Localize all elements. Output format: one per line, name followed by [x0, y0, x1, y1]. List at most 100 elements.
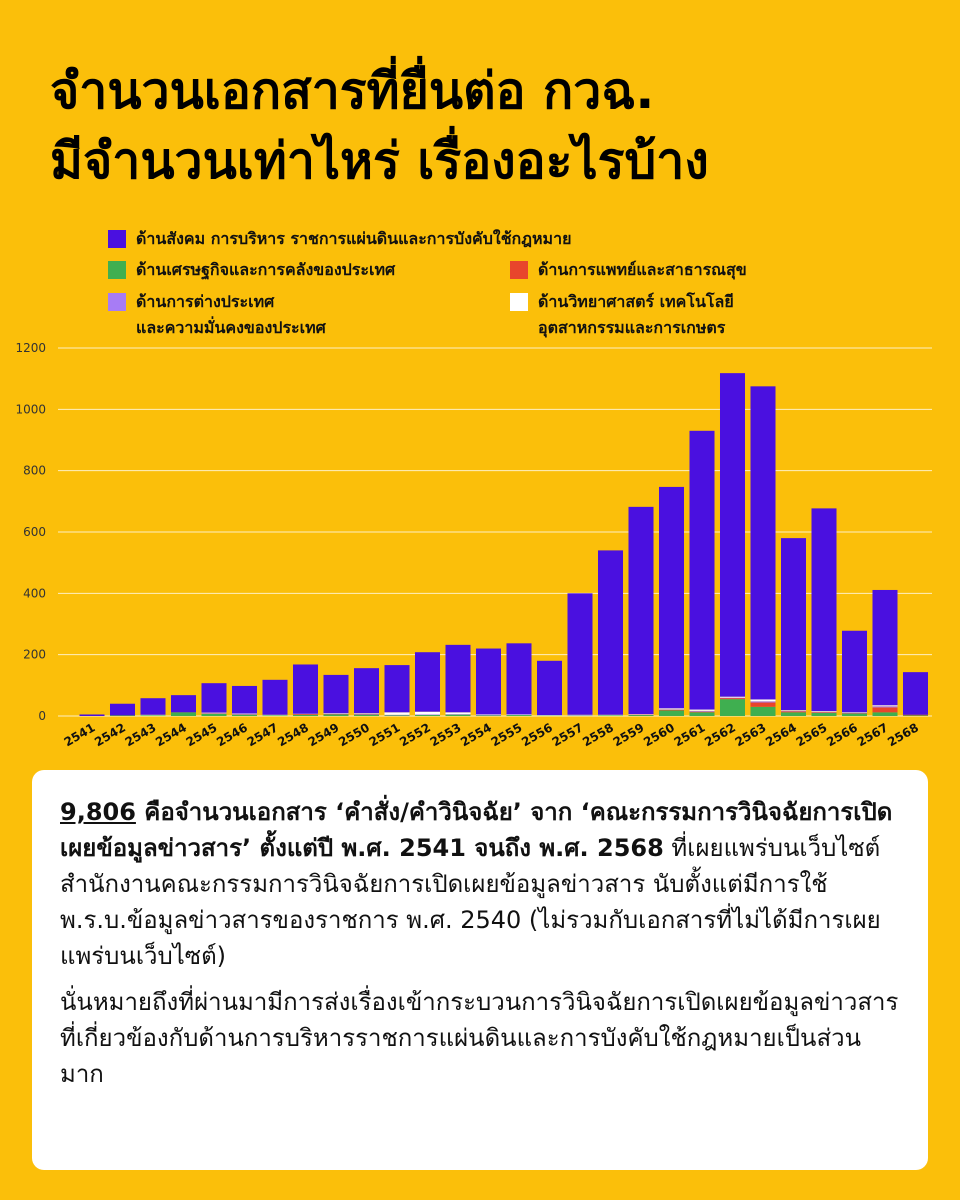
y-tick-label-0: 0: [38, 709, 46, 723]
y-tick-label-1200: 1200: [15, 341, 46, 355]
y-tick-label-1000: 1000: [15, 402, 46, 416]
bar-2547-series-0: [262, 715, 288, 716]
bar-2562-series-4: [719, 373, 746, 697]
legend-item-economy: ด้านเศรษฐกิจและการคลังของประเทศ: [108, 257, 395, 283]
x-tick-label-2550: 2550: [336, 720, 372, 749]
bar-2546-series-3: [231, 713, 258, 715]
bar-2546-series-4: [231, 685, 258, 714]
legend-swatch-social: [108, 230, 126, 248]
bar-2566-series-1: [841, 712, 868, 714]
bar-2553-series-2: [445, 714, 471, 715]
x-tick-label-2558: 2558: [580, 720, 616, 749]
bar-2563-series-2: [750, 701, 776, 703]
bar-2565-series-2: [811, 711, 837, 713]
summary-paragraph-2: นั่นหมายถึงที่ผ่านมามีการส่งเรื่องเข้ากร…: [60, 988, 899, 1088]
bar-2566-series-2: [841, 712, 868, 714]
bar-2565-series-4: [811, 508, 837, 712]
bar-2545-series-0: [201, 713, 227, 716]
bar-2552-series-4: [414, 652, 441, 712]
bar-2557-series-3: [567, 714, 593, 716]
legend-item-medical: ด้านการแพทย์และสาธารณสุข: [510, 257, 747, 283]
bar-2555-series-0: [506, 714, 532, 716]
bar-2554-series-0: [475, 715, 502, 716]
bar-2560-series-3: [658, 708, 685, 710]
bar-2548-series-4: [292, 664, 319, 714]
bar-2567-series-3: [872, 705, 898, 707]
bar-2551-series-2: [384, 714, 410, 716]
bar-2555-series-4: [506, 643, 532, 715]
y-tick-label-400: 400: [23, 586, 46, 600]
x-tick-label-2557: 2557: [550, 720, 586, 749]
title-line-1: จำนวนเอกสารที่ยื่นต่อ กวฉ.: [50, 62, 655, 120]
bar-2545-series-3: [201, 712, 227, 714]
bar-2561-series-2: [689, 710, 715, 712]
bar-2557-series-0: [567, 715, 593, 716]
x-tick-label-2565: 2565: [794, 720, 830, 749]
x-tick-label-2553: 2553: [428, 720, 464, 749]
y-tick-label-600: 600: [23, 525, 46, 539]
x-tick-label-2554: 2554: [458, 720, 494, 749]
bar-2542-series-4: [109, 703, 136, 716]
bar-2561-series-4: [689, 430, 715, 710]
bar-2551-series-0: [384, 715, 410, 716]
legend-swatch-economy: [108, 261, 126, 279]
bar-2568-series-1: [902, 714, 929, 716]
bar-2563-series-3: [750, 699, 776, 702]
bar-2558-series-3: [597, 714, 624, 716]
bar-2544-series-0: [170, 712, 197, 716]
x-tick-label-2549: 2549: [306, 720, 342, 749]
bar-2549-series-2: [323, 713, 349, 715]
bar-2564-series-1: [780, 711, 807, 713]
bar-2567-series-0: [872, 712, 898, 716]
bar-2550-series-1: [353, 714, 380, 715]
bar-2568-series-4: [902, 672, 929, 715]
bar-2565-series-1: [811, 712, 837, 713]
bar-2562-series-0: [719, 699, 746, 716]
legend-label-foreign-line1: ด้านการต่างประเทศ: [136, 292, 275, 311]
x-tick-label-2541: 2541: [62, 720, 98, 749]
bar-2562-series-2: [719, 697, 746, 699]
bar-2541-series-4: [79, 714, 105, 716]
x-tick-label-2545: 2545: [184, 720, 220, 749]
bar-2549-series-0: [323, 714, 349, 716]
bar-2548-series-2: [292, 713, 319, 715]
bar-2567-series-1: [872, 707, 898, 713]
bar-2543-series-0: [140, 715, 166, 716]
bar-2557-series-2: [567, 715, 593, 716]
bar-2560-series-4: [658, 486, 685, 709]
bar-2546-series-1: [231, 714, 258, 715]
bar-2559-series-0: [628, 714, 654, 716]
total-count: 9,806: [60, 798, 136, 826]
bar-2554-series-2: [475, 714, 502, 716]
bar-2566-series-4: [841, 630, 868, 713]
bar-2561-series-3: [689, 709, 715, 711]
x-tick-label-2560: 2560: [641, 720, 677, 749]
x-tick-label-2566: 2566: [824, 720, 860, 749]
summary-card: 9,806 คือจำนวนเอกสาร ‘คำสั่ง/คำวินิจฉัย’…: [32, 770, 928, 1170]
x-tick-label-2547: 2547: [245, 720, 281, 749]
bar-2549-series-3: [323, 713, 349, 714]
bar-2554-series-3: [475, 714, 502, 716]
bar-2559-series-1: [628, 714, 654, 716]
x-tick-label-2552: 2552: [397, 720, 433, 749]
bar-2567-series-4: [872, 589, 898, 706]
bar-2545-series-2: [201, 712, 227, 714]
bar-2557-series-4: [567, 593, 593, 715]
bar-2559-series-3: [628, 714, 654, 715]
summary-paragraph-1: 9,806 คือจำนวนเอกสาร ‘คำสั่ง/คำวินิจฉัย’…: [60, 794, 900, 974]
bar-2545-series-4: [201, 683, 227, 713]
bar-2556-series-4: [536, 660, 563, 716]
bar-2556-series-3: [536, 715, 563, 716]
bar-2554-series-4: [475, 648, 502, 715]
bar-2550-series-0: [353, 714, 380, 716]
bar-2547-series-4: [262, 679, 288, 715]
bar-2565-series-0: [811, 712, 837, 716]
bar-2542-series-0: [109, 715, 136, 716]
bar-2545-series-1: [201, 713, 227, 714]
bar-2546-series-2: [231, 713, 258, 715]
x-tick-label-2543: 2543: [123, 720, 159, 749]
bar-2568-series-0: [902, 715, 929, 716]
x-tick-label-2559: 2559: [611, 720, 647, 749]
x-tick-label-2551: 2551: [367, 720, 403, 749]
legend-item-social: ด้านสังคม การบริหาร ราชการแผ่นดินและการบ…: [108, 226, 571, 252]
